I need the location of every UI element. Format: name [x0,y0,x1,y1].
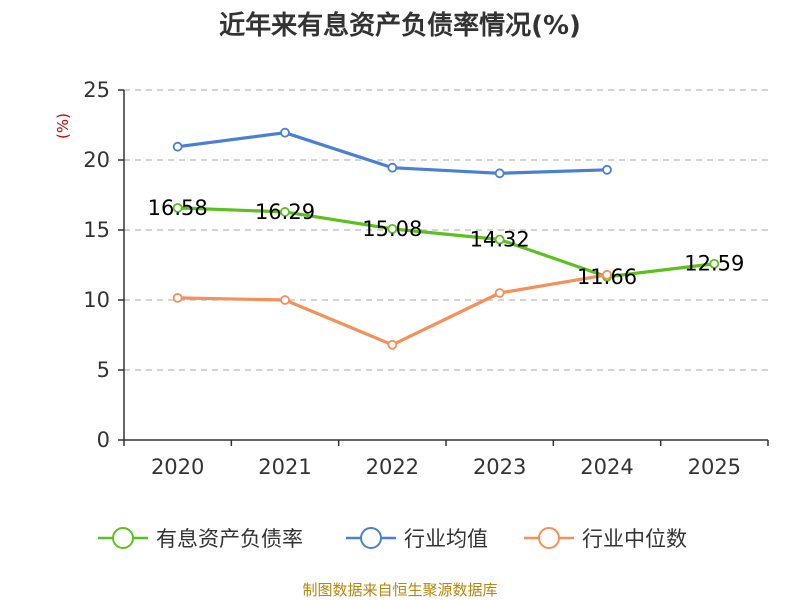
x-tick-label: 2023 [473,455,526,479]
series-lines [172,127,720,350]
legend-marker-icon [538,527,560,549]
data-point[interactable] [387,162,398,173]
chart-title: 近年来有息资产负债率情况(%) [219,10,581,41]
data-point[interactable] [280,207,290,217]
data-point[interactable] [280,295,290,305]
legend-label: 行业中位数 [582,527,687,551]
series-line-2 [177,273,608,347]
data-label: 16.29 [255,200,315,224]
legend-item[interactable]: 有息资产负债率 [98,527,303,551]
data-point[interactable] [709,258,720,269]
source-note: 制图数据来自恒生聚源数据库 [302,581,497,599]
data-point[interactable] [172,292,183,303]
data-label: 11.66 [577,265,637,289]
y-tick-label: 5 [97,358,110,382]
grid [124,89,768,371]
data-point[interactable] [387,339,398,350]
legend-item[interactable]: 行业中位数 [524,527,687,551]
y-tick-label: 15 [83,218,110,242]
legend-marker-icon [112,527,134,549]
data-point[interactable] [494,288,505,298]
y-tick-label: 25 [83,78,110,102]
data-label: 12.59 [684,252,744,276]
series-line-0 [177,206,715,279]
data-point[interactable] [602,269,612,280]
legend-marker-icon [360,527,382,549]
x-tick-label: 2020 [151,455,204,479]
x-tick-label: 2022 [366,455,419,479]
legend-item[interactable]: 行业均值 [346,527,488,551]
data-point[interactable] [172,141,183,152]
data-label: 15.08 [362,217,422,241]
legend-label: 行业均值 [404,527,488,551]
data-point[interactable] [172,202,183,213]
data-point[interactable] [494,168,505,179]
data-labels: 16.58 16.29 15.08 14.32 11.66 12.59 [148,196,745,289]
data-label: 14.32 [470,228,530,252]
y-axis-label: (%) [54,113,72,139]
data-point[interactable] [494,234,505,245]
x-tick-label: 2021 [258,455,311,479]
x-tick-label: 2024 [580,455,633,479]
data-point[interactable] [387,223,398,234]
data-label: 16.58 [148,196,208,220]
x-tick-label: 2025 [688,455,741,479]
legend-label: 有息资产负债率 [156,527,303,551]
data-point[interactable] [280,127,290,138]
y-tick-label: 0 [97,428,110,452]
y-tick-label: 10 [83,288,110,312]
legend[interactable]: 有息资产负债率 行业均值 行业中位数 [98,527,687,551]
y-tick-label: 20 [83,148,110,172]
data-point[interactable] [602,164,612,175]
